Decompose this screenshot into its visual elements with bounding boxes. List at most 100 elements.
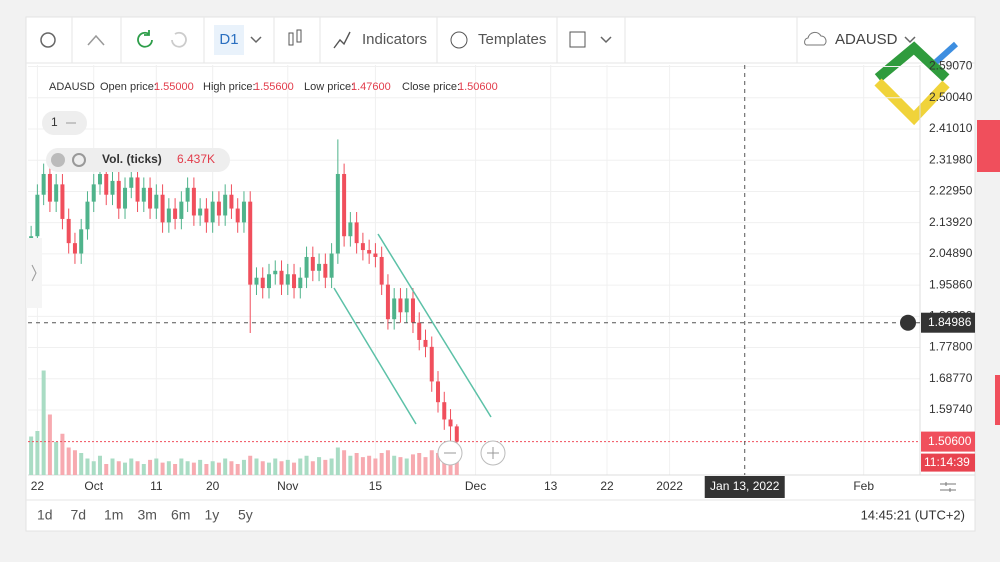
range-button[interactable]: 7d [71, 507, 87, 523]
volume-bar [335, 447, 340, 475]
candle-body [367, 250, 372, 254]
candle-body [254, 277, 259, 285]
x-tick-label: 13 [544, 479, 558, 493]
legend-value: 1.55000 [154, 81, 194, 93]
candle-body [342, 173, 347, 237]
volume-bar [279, 461, 284, 475]
range-button[interactable]: 1y [205, 507, 220, 523]
candle-body [417, 322, 422, 340]
candle-body [72, 243, 77, 254]
calendar-icon[interactable] [569, 31, 586, 48]
range-button[interactable]: 1m [104, 507, 123, 523]
volume-bar [329, 458, 334, 475]
volume-bar [367, 455, 372, 475]
volume-bar [260, 461, 265, 475]
toolbar: D1 Indicators Templates ADAUSD [26, 17, 975, 64]
dropdown-arrow[interactable] [904, 36, 916, 44]
y-tick-label: 1.59740 [929, 402, 973, 416]
undo-button[interactable] [137, 30, 153, 48]
candle-body [335, 173, 340, 254]
indicators-button[interactable]: Indicators [362, 31, 427, 48]
volume-bar [304, 455, 309, 475]
volume-bar [104, 464, 109, 475]
range-button[interactable]: 6m [171, 507, 190, 523]
zoom-controls [437, 440, 506, 466]
legend-label: Close price: [402, 81, 460, 93]
legend-value: 1.55600 [254, 81, 294, 93]
candle-icon[interactable] [288, 32, 294, 46]
axis-settings[interactable] [940, 482, 956, 492]
settings-icon[interactable] [40, 32, 56, 48]
candle-body [191, 187, 196, 216]
indicators-icon[interactable] [333, 31, 351, 49]
range-button[interactable]: 1d [37, 507, 53, 523]
collapse-button[interactable] [87, 34, 105, 46]
volume-bar [29, 436, 34, 475]
volume-bar [223, 458, 228, 475]
remove-indicator[interactable] [51, 153, 65, 167]
trend-line [377, 233, 492, 418]
volume-bar [91, 461, 96, 475]
volume-bar [404, 458, 409, 475]
dropdown-arrow[interactable] [250, 36, 262, 44]
candle-body [110, 180, 115, 195]
candle-body [97, 173, 102, 185]
timer-box [921, 453, 975, 472]
range-button[interactable]: 3m [138, 507, 157, 523]
y-tick-label: 2.13920 [929, 215, 973, 229]
candle-body [373, 253, 378, 257]
volume-bar [166, 461, 171, 475]
x-tick-label: 20 [206, 479, 220, 493]
volume-bar [229, 461, 234, 475]
volume-bar [254, 458, 259, 475]
legend-value: 1.50600 [458, 81, 498, 93]
volume-bar [436, 453, 441, 475]
candle-icon[interactable] [296, 29, 302, 43]
candle-body [317, 263, 322, 271]
symbol-selector[interactable]: ADAUSD [835, 31, 898, 48]
candle-body [248, 201, 253, 285]
candle-body [329, 253, 334, 278]
x-tick-label: Oct [84, 479, 103, 493]
volume-bar [285, 459, 290, 475]
volume-bar [354, 453, 359, 475]
candle-body [154, 194, 159, 209]
candle-body [160, 194, 165, 223]
indicator-settings[interactable] [72, 153, 86, 167]
candle-body [166, 208, 171, 223]
crosshair-add[interactable] [900, 314, 916, 331]
candle-body [354, 222, 359, 244]
candle-body [210, 201, 215, 223]
volume-bar [342, 450, 347, 475]
timeframe-bg[interactable] [214, 25, 244, 55]
volume-bar [198, 459, 203, 475]
x-tick-label: Dec [465, 479, 486, 493]
candle-body [116, 180, 121, 209]
templates-icon[interactable] [450, 31, 468, 49]
range-button[interactable]: 5y [238, 507, 253, 523]
side-toggle[interactable] [26, 238, 42, 308]
timeframe[interactable]: D1 [219, 31, 238, 48]
candle-body [279, 270, 284, 285]
y-tick-label: 1.77800 [929, 340, 973, 354]
legend-value: 1.47600 [351, 81, 391, 93]
side-toggle-arrow[interactable] [31, 264, 37, 282]
y-tick-label: 2.59070 [929, 59, 973, 73]
x-tick-label: 2022 [656, 479, 683, 493]
crosshair-y-label: 1.84986 [928, 315, 972, 329]
candle-body [310, 256, 315, 271]
candle-body [148, 187, 153, 209]
side-button [995, 375, 1000, 425]
volume-bar [241, 459, 246, 475]
redo-button[interactable] [171, 31, 187, 48]
volume-bar [323, 459, 328, 475]
dropdown-arrow[interactable] [600, 36, 612, 44]
templates-button[interactable]: Templates [478, 31, 546, 48]
pane-badge[interactable] [42, 111, 87, 135]
volume-bar [148, 459, 153, 475]
zoom-in-icon[interactable] [487, 447, 499, 459]
candle-body [123, 187, 128, 209]
candle-body [410, 298, 415, 323]
cloud-icon[interactable] [804, 31, 827, 46]
